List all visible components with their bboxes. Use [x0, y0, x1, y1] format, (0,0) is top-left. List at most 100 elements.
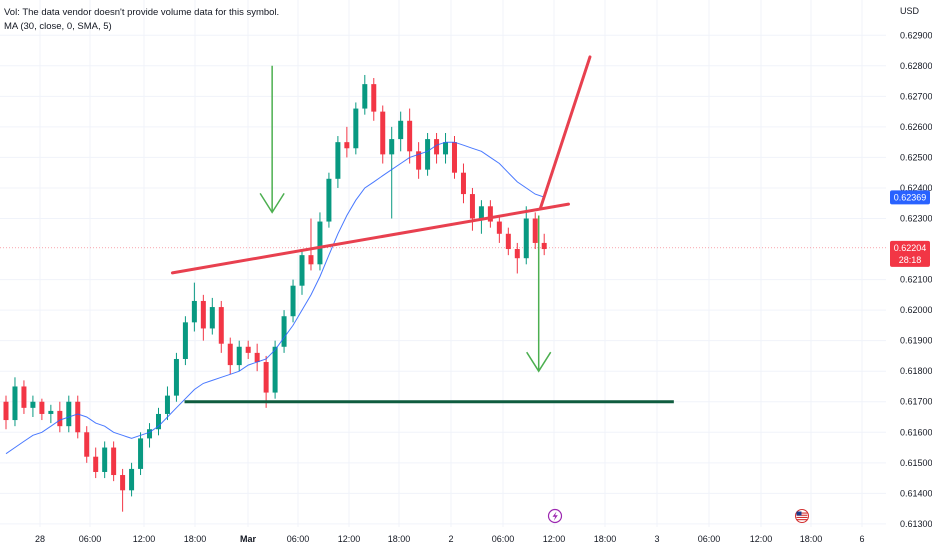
price-tick-label: 0.61700 — [900, 397, 932, 407]
candle-down — [505, 227, 511, 256]
flag-stripe — [796, 519, 808, 521]
price-tick-label: 0.62800 — [900, 61, 932, 71]
candle-up — [326, 172, 332, 228]
candle-body — [263, 362, 269, 393]
price-tick-label: 0.61800 — [900, 366, 932, 376]
candle-down — [434, 132, 440, 164]
price-tick-label: 0.62100 — [900, 275, 932, 285]
candle-body — [120, 475, 126, 491]
candlestick-series — [3, 74, 547, 512]
time-tick-label: 06:00 — [492, 534, 515, 544]
candle-body — [164, 395, 170, 414]
lightning-bolt — [552, 511, 558, 521]
ma-line — [5, 141, 545, 455]
candle-body — [344, 142, 350, 149]
volume-legend: Vol: The data vendor doesn't provide vol… — [4, 7, 280, 18]
candle-up — [155, 407, 161, 436]
countdown-label: 28:18 — [899, 255, 922, 265]
candle-body — [469, 194, 475, 219]
candle-up — [317, 212, 323, 271]
price-tick-label: 0.61400 — [900, 488, 932, 498]
descending-resistance-trendline — [539, 55, 592, 210]
candle-body — [209, 307, 215, 329]
lightning-icon — [547, 508, 563, 524]
candle-down — [469, 187, 475, 231]
flag-canton — [796, 511, 802, 516]
candle-up — [398, 111, 404, 152]
candle-body — [3, 401, 9, 421]
candle-body — [281, 316, 287, 347]
price-axis[interactable]: USD 0.62900 0.62800 0.62700 0.62600 0.62500 0.… — [886, 0, 932, 550]
price-axis-bg — [886, 0, 932, 550]
candle-up — [335, 136, 341, 188]
candle-body — [398, 120, 404, 140]
time-axis[interactable]: 28 06:00 12:00 18:00 Mar 06:00 12:00 18:00 2 06:0… — [35, 534, 865, 544]
candle-up — [48, 404, 54, 424]
candle-up — [182, 316, 188, 366]
candle-body — [541, 242, 547, 250]
candle-down — [218, 300, 224, 353]
candle-down — [120, 468, 126, 512]
candle-down — [111, 441, 117, 482]
candle-body — [416, 151, 422, 170]
candle-body — [218, 307, 224, 344]
time-tick-label: 2 — [448, 534, 453, 544]
candle-down — [3, 395, 9, 430]
candle-body — [335, 142, 341, 179]
candle-body — [30, 401, 36, 408]
candle-body — [389, 139, 395, 155]
chart-legend: Vol: The data vendor doesn't provide vol… — [4, 6, 279, 34]
candle-down — [93, 447, 99, 479]
ascending-support-trendline — [170, 202, 571, 275]
candle-down — [39, 398, 45, 421]
price-tick-label: 0.61500 — [900, 458, 932, 468]
drawings-layer — [170, 55, 674, 404]
candle-body — [48, 410, 54, 414]
candle-up — [30, 395, 36, 418]
time-tick-label: 18:00 — [184, 534, 207, 544]
candle-body — [532, 218, 538, 243]
price-tick-label: 0.62900 — [900, 30, 932, 40]
candle-body — [138, 438, 144, 469]
time-tick-label: 18:00 — [800, 534, 823, 544]
candle-down — [75, 395, 81, 439]
candle-down — [227, 337, 233, 375]
price-tags: 0.62369 0.62204 28:18 — [890, 190, 930, 267]
candle-up — [299, 249, 305, 295]
candle-body — [39, 401, 45, 414]
flag-stripe — [796, 512, 808, 514]
candle-down — [263, 355, 269, 408]
candle-body — [434, 139, 440, 155]
time-tick-label: 12:00 — [750, 534, 773, 544]
candle-down — [416, 142, 422, 179]
time-tick-label: 12:00 — [543, 534, 566, 544]
time-tick-label: 06:00 — [698, 534, 721, 544]
price-tick-label: 0.62000 — [900, 305, 932, 315]
currency-label: USD — [900, 6, 920, 16]
candle-up — [173, 352, 179, 402]
candle-body — [272, 346, 278, 393]
time-tick-label: 28 — [35, 534, 45, 544]
candle-down — [380, 105, 386, 164]
candle-down — [308, 218, 314, 271]
candle-body — [308, 255, 314, 265]
candle-body — [191, 300, 197, 323]
price-tick-label: 0.61300 — [900, 519, 932, 529]
candle-body — [523, 218, 529, 259]
candle-body — [57, 410, 63, 427]
candle-down — [496, 215, 502, 243]
candle-body — [66, 401, 72, 427]
candle-body — [84, 432, 90, 457]
candle-body — [102, 447, 108, 472]
candle-up — [209, 297, 215, 335]
price-tick-label: 0.62400 — [900, 183, 932, 193]
candle-body — [227, 343, 233, 366]
flag-circle — [795, 509, 809, 523]
candle-body — [12, 386, 18, 421]
candle-body — [380, 111, 386, 155]
time-tick-label: 12:00 — [338, 534, 361, 544]
candle-body — [93, 456, 99, 472]
candle-down — [460, 163, 466, 204]
candle-up — [425, 132, 431, 176]
